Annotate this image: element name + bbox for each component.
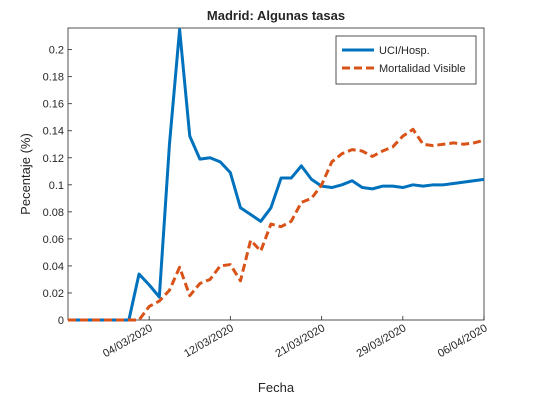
y-tick-label: 0.18 [43, 72, 64, 84]
y-tick-label: 0.12 [43, 153, 64, 165]
y-tick-label: 0.14 [43, 126, 64, 138]
series-line [68, 127, 485, 322]
y-tick-label: 0.2 [49, 45, 64, 57]
x-tick-label: 29/03/2020 [355, 322, 409, 360]
x-tick-label: 12/03/2020 [182, 322, 236, 360]
x-tick-label: 04/03/2020 [101, 322, 155, 360]
series-line [68, 27, 485, 322]
x-axis-label: Fecha [258, 380, 295, 395]
y-tick-label: 0.16 [43, 99, 64, 111]
y-tick-label: 0.02 [43, 288, 64, 300]
x-tick-label: 21/03/2020 [273, 322, 327, 360]
y-tick-label: 0.04 [43, 261, 64, 273]
y-tick-label: 0.1 [49, 180, 64, 192]
y-tick-label: 0 [58, 315, 64, 327]
legend-label: UCI/Hosp. [379, 45, 430, 57]
legend-box [335, 35, 477, 85]
y-axis-label: Pecentaje (%) [18, 133, 33, 215]
chart-title: Madrid: Algunas tasas [207, 8, 345, 23]
y-tick-label: 0.08 [43, 207, 64, 219]
y-tick-label: 0.06 [43, 234, 64, 246]
legend-label: Mortalidad Visible [379, 63, 466, 75]
x-tick-label: 06/04/2020 [436, 322, 490, 360]
